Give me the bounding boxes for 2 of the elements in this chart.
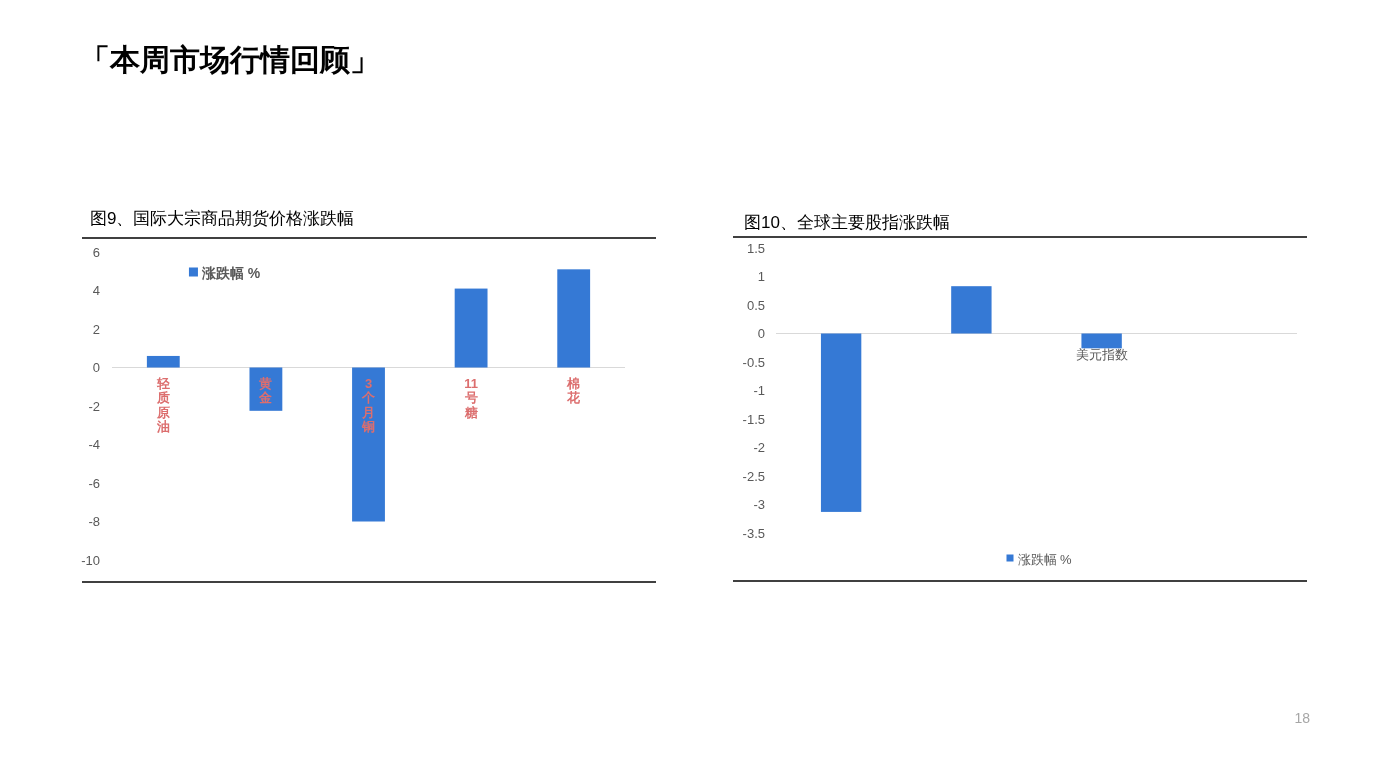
title: 图10、全球主要股指涨跌幅	[744, 213, 950, 232]
title: 图9、国际大宗商品期货价格涨跌幅	[90, 209, 355, 228]
